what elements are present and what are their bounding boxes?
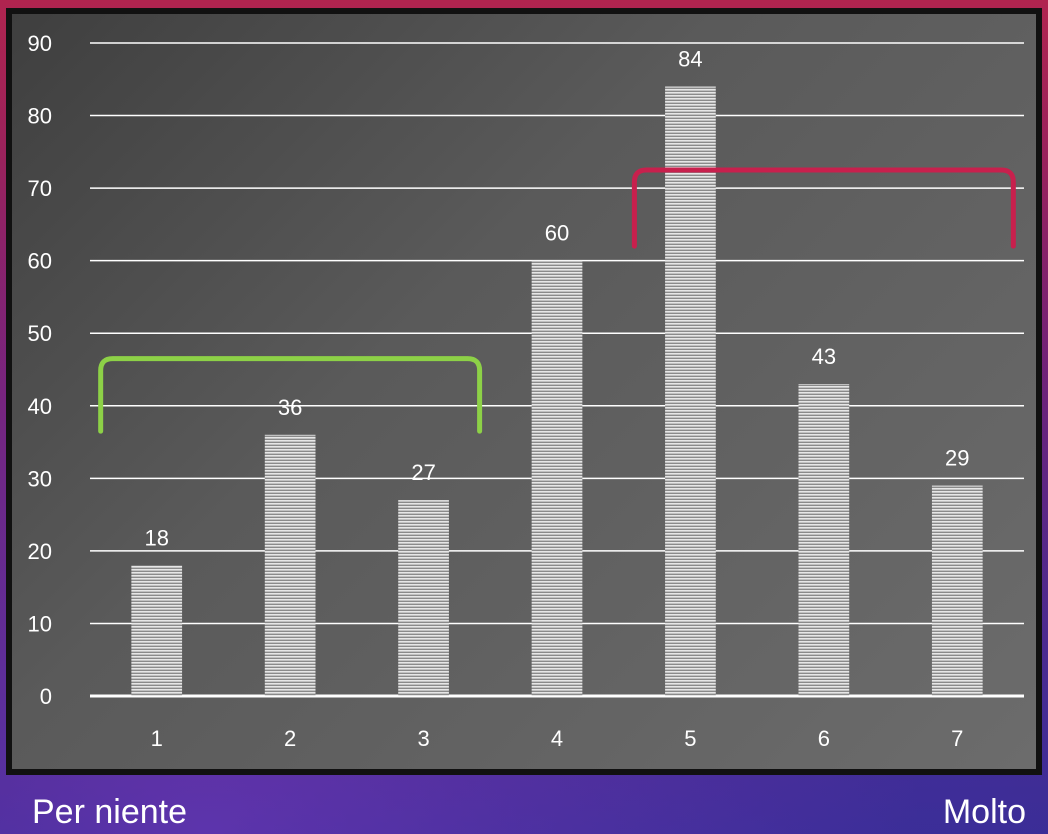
x-axis-ticks: 1 2 3 4 5 6 7 (151, 726, 964, 751)
x-tick-label: 4 (551, 726, 563, 751)
scale-high-label: Molto (942, 793, 1026, 831)
data-label: 43 (812, 344, 836, 369)
data-label: 84 (678, 47, 702, 72)
y-tick-label: 0 (40, 684, 52, 709)
bar (931, 485, 983, 696)
bar (398, 500, 449, 696)
y-tick-label: 50 (28, 321, 52, 346)
y-tick-label: 60 (28, 249, 52, 274)
y-tick-label: 20 (28, 539, 52, 564)
bar (665, 86, 716, 697)
y-tick-label: 80 (28, 104, 52, 129)
bar-chart: 0 10 20 30 40 50 60 70 80 90 18 36 27 60 84 43 29 1 2 3 4 5… (28, 31, 1024, 751)
x-tick-label: 1 (151, 726, 163, 751)
y-tick-label: 10 (28, 611, 52, 636)
x-tick-label: 5 (684, 726, 696, 751)
x-tick-label: 6 (818, 726, 830, 751)
data-label: 36 (278, 395, 302, 420)
x-tick-label: 2 (284, 726, 296, 751)
data-label: 29 (945, 446, 969, 471)
bar (264, 434, 316, 696)
low-range-bracket (98, 356, 483, 434)
high-range-bracket (631, 167, 1016, 249)
y-tick-label: 40 (28, 394, 52, 419)
bracket-annotations (98, 167, 1016, 434)
bar (131, 565, 183, 696)
bar (798, 384, 850, 696)
bars (131, 86, 983, 697)
scale-low-label: Per niente (32, 793, 187, 831)
data-label: 18 (144, 525, 168, 550)
x-tick-label: 3 (417, 726, 429, 751)
data-label: 27 (411, 460, 435, 485)
y-tick-label: 30 (28, 466, 52, 491)
chart-frame: 0 10 20 30 40 50 60 70 80 90 18 36 27 60 84 43 29 1 2 3 4 5… (6, 8, 1042, 775)
data-label: 60 (545, 221, 569, 246)
y-axis-ticks: 0 10 20 30 40 50 60 70 80 90 (28, 31, 52, 709)
y-tick-label: 90 (28, 31, 52, 56)
y-tick-label: 70 (28, 176, 52, 201)
data-labels: 18 36 27 60 84 43 29 (144, 47, 969, 551)
bar (531, 260, 583, 696)
x-tick-label: 7 (951, 726, 963, 751)
